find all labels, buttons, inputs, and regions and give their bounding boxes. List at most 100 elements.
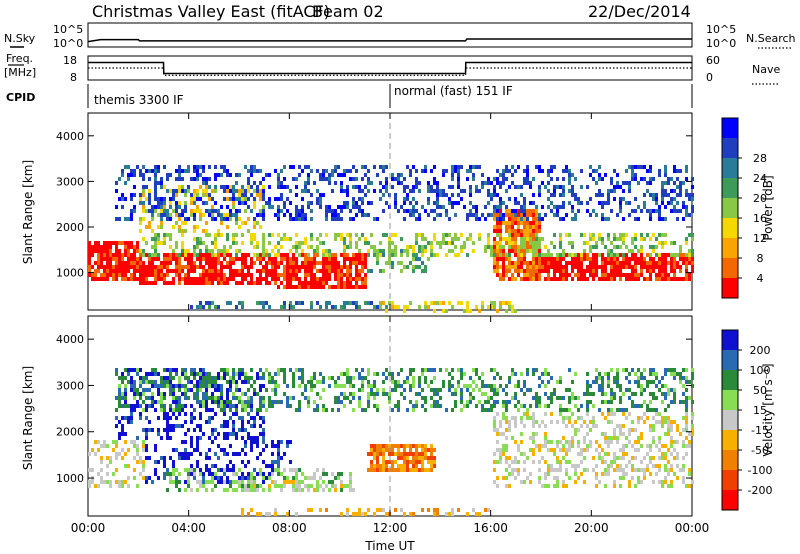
heatmap-cell [538,265,541,269]
heatmap-cell [91,265,94,269]
heatmap-cell [193,384,196,388]
heatmap-cell [565,484,568,488]
heatmap-cell [574,468,577,472]
heatmap-cell [505,468,508,472]
heatmap-cell [484,400,487,404]
heatmap-cell [517,400,520,404]
heatmap-cell [250,173,253,177]
heatmap-cell [688,213,691,217]
heatmap-cell [232,241,235,245]
heatmap-cell [277,368,280,372]
heatmap-cell [409,209,412,213]
heatmap-cell [274,213,277,217]
heatmap-cell [391,233,394,237]
heatmap-cell [685,261,688,265]
heatmap-cell [526,225,529,229]
heatmap-cell [103,440,106,444]
heatmap-cell [205,221,208,225]
heatmap-cell [247,197,250,201]
heatmap-cell [298,165,301,169]
heatmap-cell [649,261,652,265]
heatmap-cell [520,237,523,241]
heatmap-cell [661,185,664,189]
heatmap-cell [652,261,655,265]
heatmap-cell [358,277,361,281]
heatmap-cell [664,464,667,468]
heatmap-cell [505,265,508,269]
heatmap-cell [139,384,142,388]
heatmap-cell [328,301,331,305]
heatmap-cell [196,177,199,181]
heatmap-cell [181,404,184,408]
heatmap-cell [118,484,121,488]
heatmap-cell [109,273,112,277]
heatmap-cell [427,197,430,201]
heatmap-cell [199,436,202,440]
heatmap-cell [373,452,376,456]
heatmap-cell [280,261,283,265]
heatmap-cell [535,205,538,209]
heatmap-cell [670,368,673,372]
heatmap-cell [493,420,496,424]
heatmap-cell [310,305,313,309]
heatmap-cell [568,448,571,452]
heatmap-cell [193,372,196,376]
heatmap-cell [484,508,487,512]
heatmap-cell [307,177,310,181]
heatmap-cell [136,245,139,249]
heatmap-cell [613,460,616,464]
heatmap-cell [691,253,694,257]
heatmap-cell [415,185,418,189]
heatmap-cell [664,368,667,372]
heatmap-cell [139,221,142,225]
heatmap-cell [313,376,316,380]
heatmap-cell [415,404,418,408]
heatmap-cell [136,404,139,408]
heatmap-cell [469,213,472,217]
heatmap-cell [454,245,457,249]
heatmap-cell [406,460,409,464]
heatmap-cell [301,281,304,285]
heatmap-cell [193,249,196,253]
heatmap-cell [202,305,205,309]
heatmap-cell [322,273,325,277]
heatmap-cell [118,197,121,201]
heatmap-cell [250,396,253,400]
heatmap-cell [352,177,355,181]
heatmap-cell [379,253,382,257]
heatmap-cell [334,285,337,289]
heatmap-cell [475,305,478,309]
heatmap-cell [238,197,241,201]
heatmap-cell [466,388,469,392]
heatmap-cell [604,400,607,404]
heatmap-cell [391,408,394,412]
heatmap-cell [622,448,625,452]
heatmap-cell [166,436,169,440]
heatmap-cell [193,408,196,412]
heatmap-cell [139,277,142,281]
heatmap-cell [280,237,283,241]
heatmap-cell [520,452,523,456]
y-tick-label: 3000 [56,175,84,188]
heatmap-cell [568,261,571,265]
heatmap-cell [277,400,280,404]
heatmap-cell [511,213,514,217]
heatmap-cell [601,432,604,436]
heatmap-cell [562,277,565,281]
heatmap-cell [646,408,649,412]
heatmap-cell [277,460,280,464]
heatmap-cell [286,480,289,484]
heatmap-cell [508,456,511,460]
heatmap-cell [322,173,325,177]
heatmap-cell [337,285,340,289]
colorbar-segment [722,278,738,299]
heatmap-cell [556,380,559,384]
heatmap-cell [688,380,691,384]
heatmap-cell [310,257,313,261]
heatmap-cell [412,408,415,412]
heatmap-cell [652,436,655,440]
heatmap-cell [520,209,523,213]
heatmap-cell [307,476,310,480]
heatmap-cell [286,384,289,388]
heatmap-cell [445,213,448,217]
